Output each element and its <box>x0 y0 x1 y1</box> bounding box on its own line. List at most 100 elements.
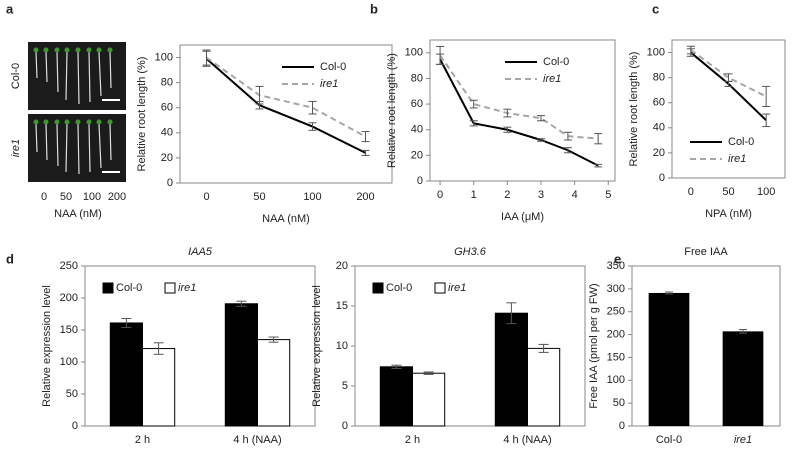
y-axis-title: Relative expression level <box>311 285 323 407</box>
y-tick-label: 40 <box>411 124 423 136</box>
panel-label: b <box>370 1 378 16</box>
y-tick-label: 15 <box>336 300 348 312</box>
plot-frame <box>631 265 781 427</box>
x-tick-label: 2 <box>504 189 510 201</box>
y-tick-label: 200 <box>607 328 625 340</box>
x-tick-label: 5 <box>605 189 611 201</box>
y-tick-label: 10 <box>336 340 348 352</box>
x-tick-label: 0 <box>203 191 209 203</box>
row-label: ire1 <box>10 139 22 157</box>
series-line <box>205 56 366 138</box>
legend-swatch <box>372 282 384 294</box>
legend-label: Col-0 <box>116 282 142 294</box>
bar <box>722 331 764 426</box>
x-tick-label: 4 <box>572 189 578 201</box>
y-tick-label: 100 <box>60 356 78 368</box>
legend-label: ire1 <box>543 73 561 85</box>
photo-x-title: NAA (nM) <box>54 208 102 220</box>
y-tick-label: 100 <box>405 47 423 59</box>
photo-x-label: 100 <box>83 191 101 203</box>
legend-label: ire1 <box>320 78 338 90</box>
panel-label: d <box>6 251 14 266</box>
y-axis-title: Relative root length (%) <box>386 53 398 168</box>
plot-frame <box>84 265 316 427</box>
photo-x-label: 200 <box>108 191 126 203</box>
y-tick-label: 350 <box>607 260 625 272</box>
bar <box>494 312 528 427</box>
chart-title: IAA5 <box>188 246 213 258</box>
x-tick-label: 100 <box>303 191 321 203</box>
x-tick-label: 1 <box>471 189 477 201</box>
x-tick-label: 4 h (NAA) <box>503 434 551 446</box>
bar <box>412 372 446 427</box>
x-axis-title: NAA (nM) <box>262 213 310 225</box>
y-tick-label: 60 <box>411 98 423 110</box>
bar <box>379 366 413 427</box>
y-tick-label: 5 <box>342 380 348 392</box>
x-tick-label: 200 <box>356 191 374 203</box>
x-tick-label: ire1 <box>734 434 752 446</box>
bar <box>527 347 561 427</box>
y-tick-label: 40 <box>161 127 173 139</box>
chart-title: GH3.6 <box>454 246 487 258</box>
y-tick-label: 0 <box>417 175 423 187</box>
y-tick-label: 80 <box>161 77 173 89</box>
y-tick-label: 80 <box>653 72 665 84</box>
x-tick-label: 2 h <box>135 434 150 446</box>
legend-swatch <box>434 282 446 294</box>
x-tick-label: 50 <box>253 191 265 203</box>
x-tick-label: 50 <box>722 186 734 198</box>
legend-label: ire1 <box>448 282 466 294</box>
series-line <box>439 58 599 167</box>
x-axis-title: IAA (μM) <box>501 211 544 223</box>
legend-swatch <box>102 282 114 294</box>
y-tick-label: 0 <box>342 420 348 432</box>
y-tick-label: 0 <box>72 420 78 432</box>
x-tick-label: 100 <box>757 186 775 198</box>
legend-swatch <box>164 282 176 294</box>
y-tick-label: 40 <box>653 122 665 134</box>
plot-frame <box>179 44 393 184</box>
bar <box>257 339 291 427</box>
y-tick-label: 250 <box>60 260 78 272</box>
y-tick-label: 0 <box>167 177 173 189</box>
y-tick-label: 50 <box>613 397 625 409</box>
plot-frame <box>429 39 616 182</box>
y-tick-label: 80 <box>411 72 423 84</box>
legend-label: ire1 <box>728 153 746 165</box>
panel-label: c <box>652 1 659 16</box>
panel-label: a <box>6 1 14 16</box>
row-label: Col-0 <box>10 63 22 89</box>
y-axis-title: Relative expression level <box>41 285 53 407</box>
bar <box>142 348 176 427</box>
x-tick-label: 2 h <box>405 434 420 446</box>
panel-label: e <box>614 251 621 266</box>
y-tick-label: 0 <box>659 172 665 184</box>
x-tick-label: 0 <box>688 186 694 198</box>
legend-label: ire1 <box>178 282 196 294</box>
photo-x-label: 0 <box>41 191 47 203</box>
y-axis-title: Relative root length (%) <box>136 57 148 172</box>
x-tick-label: 3 <box>538 189 544 201</box>
series-line <box>205 58 366 154</box>
x-tick-label: 0 <box>437 189 443 201</box>
legend-label: Col-0 <box>386 282 412 294</box>
y-axis-title: Free IAA (pmol per g FW) <box>588 283 600 408</box>
series-line <box>690 49 767 98</box>
y-tick-label: 20 <box>161 152 173 164</box>
legend-label: Col-0 <box>728 136 754 148</box>
y-tick-label: 200 <box>60 292 78 304</box>
y-tick-label: 60 <box>653 97 665 109</box>
bar <box>648 292 690 426</box>
legend-label: Col-0 <box>543 56 569 68</box>
series-line <box>439 54 599 140</box>
chart-title: Free IAA <box>684 246 728 258</box>
y-tick-label: 50 <box>66 388 78 400</box>
x-tick-label: 4 h (NAA) <box>233 434 281 446</box>
x-tick-label: Col-0 <box>656 434 682 446</box>
y-tick-label: 20 <box>653 147 665 159</box>
y-tick-label: 150 <box>607 351 625 363</box>
photo <box>28 42 126 182</box>
x-axis-title: NPA (nM) <box>705 208 752 220</box>
